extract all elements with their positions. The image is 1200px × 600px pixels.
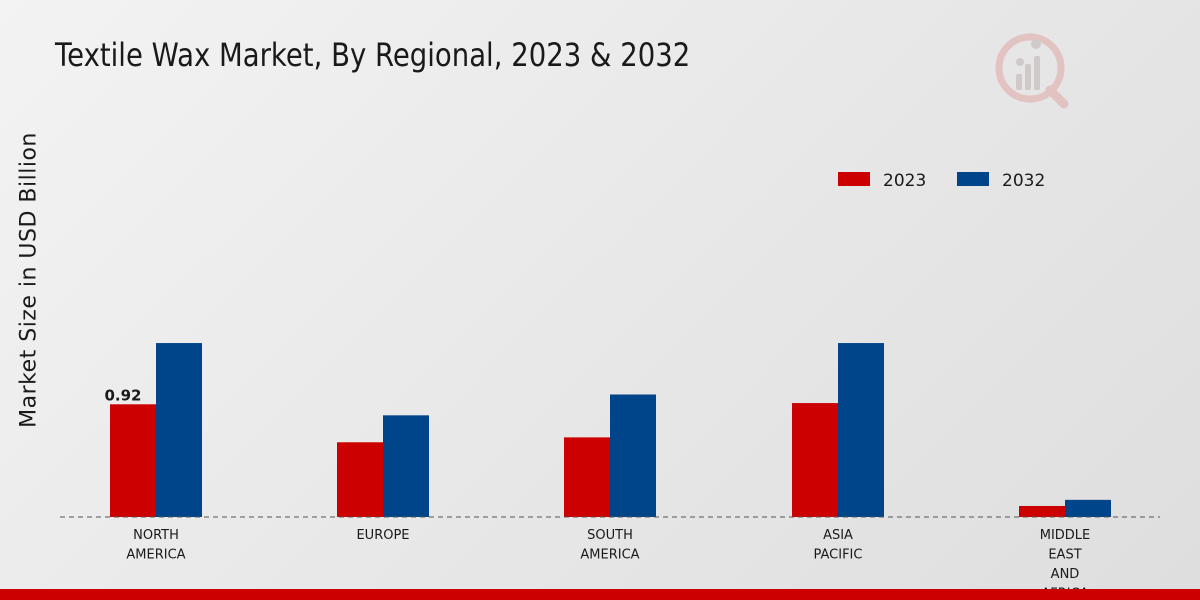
data-label-0: 0.92 (104, 386, 141, 404)
bar-2023-0 (110, 404, 156, 517)
x-tick-label-3: ASIA PACIFIC (814, 528, 863, 563)
x-tick-label-2: SOUTH AMERICA (580, 528, 639, 563)
footer-bar (0, 589, 1200, 600)
bar-2023-3 (792, 403, 838, 517)
legend-swatch-2023 (838, 172, 870, 186)
bar-2032-1 (383, 415, 429, 517)
x-tick-label-1: EUROPE (356, 528, 409, 543)
bar-2032-3 (838, 343, 884, 517)
bar-2032-2 (610, 394, 656, 517)
chart-title: Textile Wax Market, By Regional, 2023 & … (55, 36, 691, 74)
legend-label-2023: 2023 (883, 171, 926, 191)
bar-2023-2 (564, 437, 610, 517)
legend-label-2032: 2032 (1002, 171, 1045, 191)
bar-2032-0 (156, 343, 202, 517)
brand-logo-icon (995, 33, 1069, 109)
bar-2023-1 (337, 442, 383, 517)
bar-2032-4 (1065, 499, 1111, 517)
bar-2023-4 (1019, 505, 1065, 517)
legend: 2023 2032 (838, 171, 1045, 191)
x-tick-label-0: NORTH AMERICA (126, 528, 185, 563)
bars: 0.92 (104, 343, 1111, 517)
legend-swatch-2032 (957, 172, 989, 186)
